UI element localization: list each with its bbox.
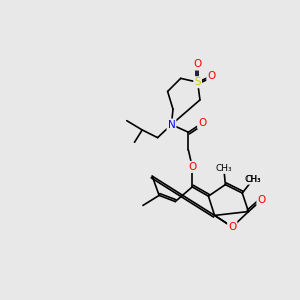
- Text: O: O: [198, 118, 206, 128]
- Text: CH₃: CH₃: [245, 175, 261, 184]
- Text: CH₃: CH₃: [215, 164, 232, 173]
- Text: CH₃: CH₃: [245, 175, 261, 184]
- Text: O: O: [257, 195, 266, 205]
- Text: O: O: [194, 59, 202, 70]
- Text: N: N: [168, 119, 175, 130]
- Text: O: O: [188, 162, 196, 172]
- Text: S: S: [194, 77, 201, 87]
- Text: O: O: [207, 71, 216, 81]
- Text: O: O: [228, 222, 236, 232]
